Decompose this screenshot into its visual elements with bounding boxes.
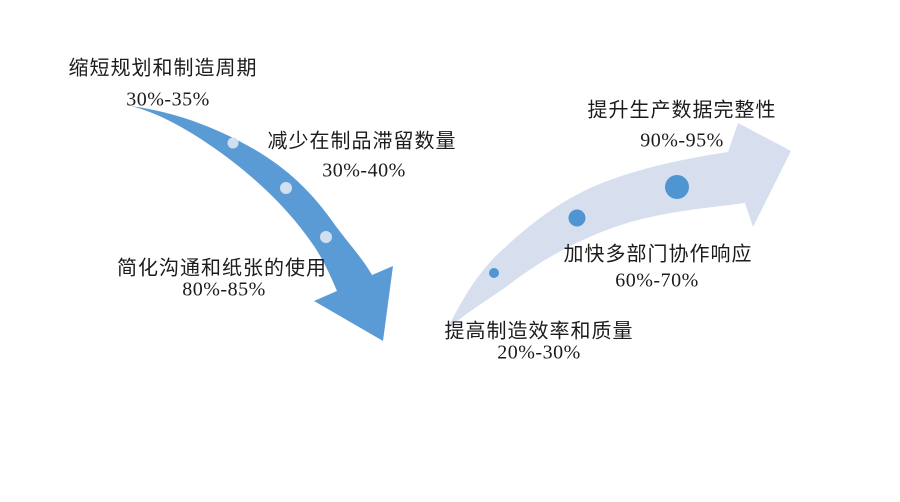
milestone-dot [227,137,239,149]
ascending-item-label: 提升生产数据完整性 [587,99,777,122]
ascending-item-value: 60%-70% [615,269,699,292]
milestone-dot [489,268,499,278]
milestone-dot [280,182,292,194]
ascending-item-label: 提高制造效率和质量 [444,320,634,343]
milestone-dot [665,175,689,199]
ascending-item-label: 加快多部门协作响应 [563,243,753,266]
descending-item-label: 简化沟通和纸张的使用 [117,257,327,280]
milestone-dot [320,231,332,243]
descending-arrow [131,106,393,341]
descending-item-value: 80%-85% [182,278,266,301]
milestone-dot [568,209,586,227]
descending-item-value: 30%-35% [126,88,210,111]
descending-item-label: 减少在制品滞留数量 [267,130,457,153]
ascending-arrow [446,123,791,331]
ascending-item-value: 90%-95% [640,129,724,152]
descending-item-label: 缩短规划和制造周期 [68,57,258,80]
ascending-item-value: 20%-30% [497,341,581,364]
descending-item-value: 30%-40% [322,159,406,182]
